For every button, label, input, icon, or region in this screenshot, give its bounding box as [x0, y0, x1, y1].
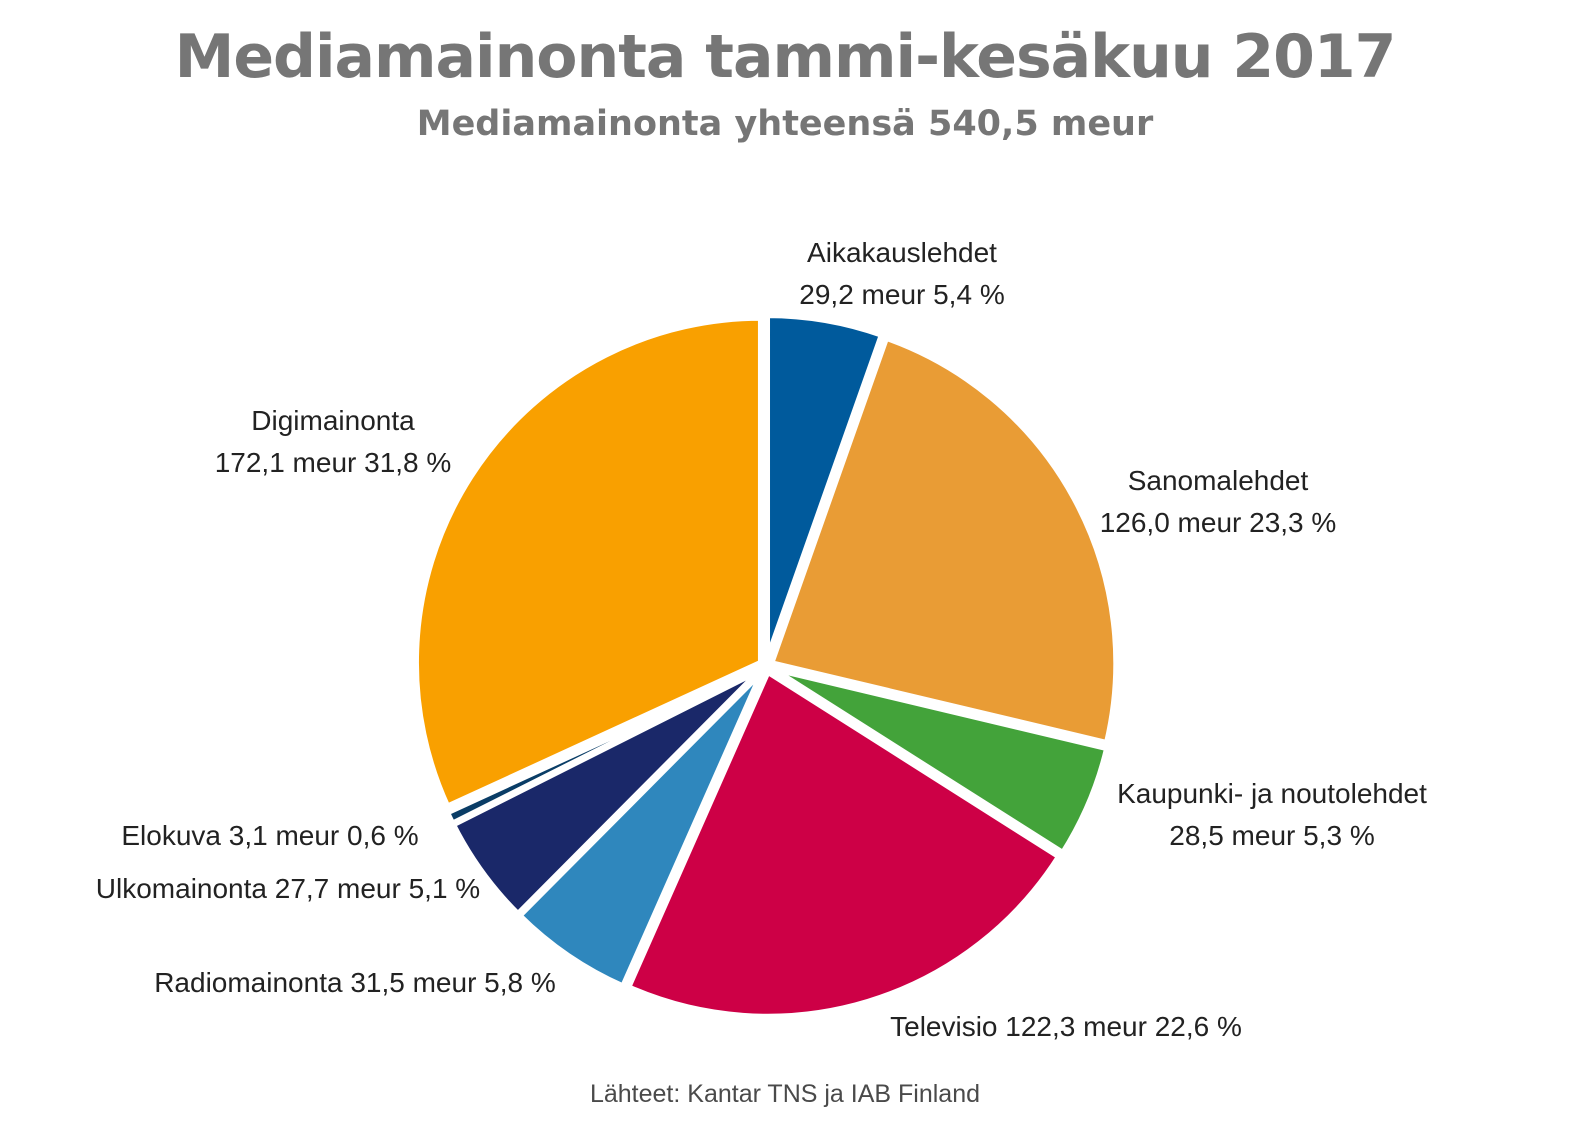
pie-slice-aikakauslehdet [764, 312, 885, 664]
pie-slice-radiomainonta [516, 667, 766, 990]
chart-source: Lähteet: Kantar TNS ja IAB Finland [589, 1080, 981, 1108]
slice-value-label-digimainonta: 172,1 meur 31,8 % [215, 447, 452, 478]
pie-slice-sanomalehdet [768, 334, 1120, 747]
slice-label-kaupunki-ja-noutolehdet: Kaupunki- ja noutolehdet [1117, 778, 1427, 809]
slice-label-aikakauslehdet: Aikakauslehdet [807, 237, 997, 268]
slice-value-label-sanomalehdet: 126,0 meur 23,3 % [1100, 507, 1337, 538]
slice-label-televisio: Televisio 122,3 meur 22,6 % [890, 1011, 1242, 1042]
slice-value-label-kaupunki-ja-noutolehdet: 28,5 meur 5,3 % [1169, 820, 1374, 851]
pie-slice-elokuva [444, 665, 764, 827]
slice-label-radiomainonta: Radiomainonta 31,5 meur 5,8 % [154, 967, 556, 998]
pie-slice-digimainonta [412, 314, 764, 810]
chart-subtitle: Mediamainonta yhteensä 540,5 meur [416, 104, 1154, 144]
pie-slice-televisio [625, 668, 1063, 1020]
pie-slice-kaupunki-ja-noutolehdet [768, 665, 1111, 857]
slice-label-sanomalehdet: Sanomalehdet [1128, 465, 1309, 496]
chart-title: Mediamainonta tammi-kesäkuu 2017 [174, 22, 1397, 92]
slice-label-digimainonta: Digimainonta [251, 405, 415, 436]
slice-label-elokuva: Elokuva 3,1 meur 0,6 % [121, 820, 418, 851]
slice-value-label-aikakauslehdet: 29,2 meur 5,4 % [799, 279, 1004, 310]
slice-label-ulkomainonta: Ulkomainonta 27,7 meur 5,1 % [96, 873, 480, 904]
